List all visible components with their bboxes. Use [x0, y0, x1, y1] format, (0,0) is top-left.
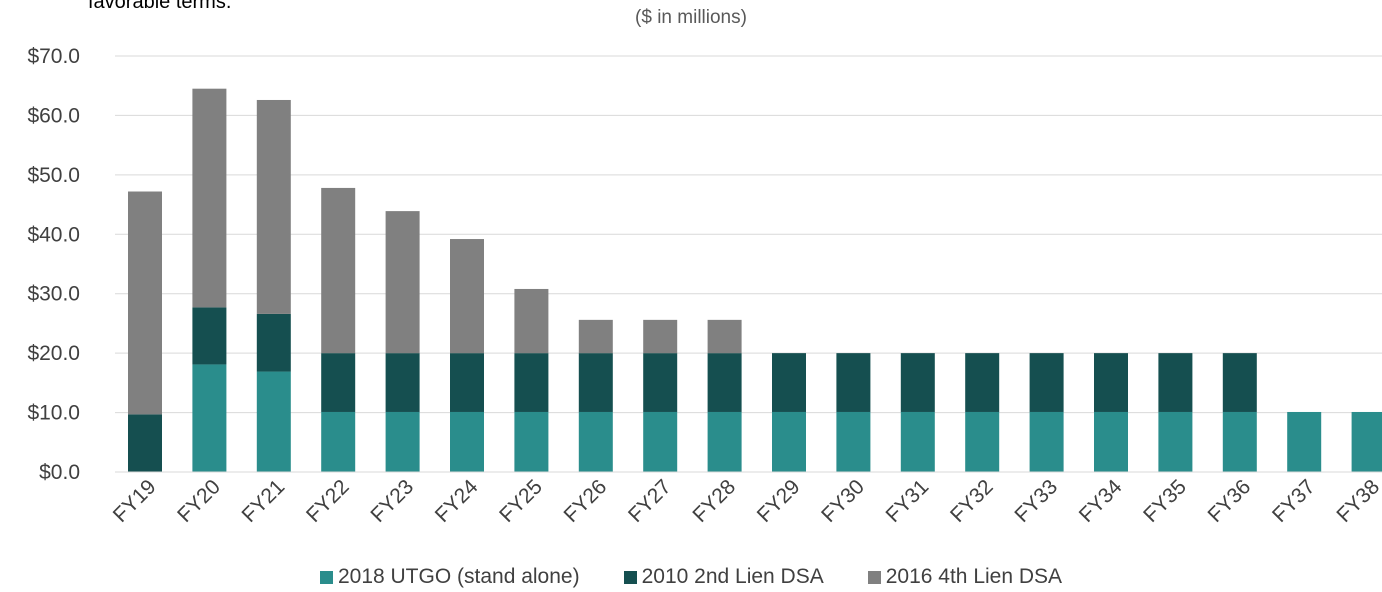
bar-segment-fy36-s1 [1222, 353, 1257, 412]
x-tick-label: FY34 [1075, 475, 1127, 527]
bar-segment-fy23-s2 [385, 211, 420, 354]
x-tick-label: FY29 [753, 475, 805, 527]
x-tick-label: FY24 [431, 475, 483, 527]
bar-segment-fy27-s2 [643, 319, 678, 354]
x-tick-label: FY35 [1139, 475, 1191, 527]
bar-segment-fy38-s0 [1351, 411, 1382, 472]
legend-swatch-4th-lien [867, 570, 881, 584]
legend-item-4th-lien: 2016 4th Lien DSA [867, 565, 1063, 589]
bar-segment-fy21-s2 [256, 99, 291, 314]
y-tick-label: $50.0 [27, 164, 80, 187]
x-tick-label: FY22 [302, 475, 354, 527]
x-tick-label: FY26 [560, 475, 612, 527]
bar-segment-fy25-s1 [514, 353, 549, 412]
bar-segment-fy28-s1 [707, 353, 742, 412]
bar-segment-fy31-s0 [900, 411, 935, 472]
bar-segment-fy20-s0 [192, 364, 227, 472]
bar-segment-fy24-s1 [450, 353, 484, 412]
legend-swatch-2nd-lien [623, 570, 637, 584]
bar-segment-fy25-s0 [514, 411, 549, 472]
y-tick-label: $0.0 [39, 461, 80, 484]
bar-segment-fy21-s0 [256, 371, 291, 472]
bar-segment-fy28-s0 [707, 411, 742, 472]
y-tick-label: $40.0 [27, 223, 80, 246]
x-tick-label: FY33 [1010, 475, 1062, 527]
note-text: favorable terms. [88, 0, 232, 13]
x-axis-ticks: FY19 FY20 FY21 FY22 FY23 FY24 FY25 FY26 FY27 FY28… [109, 475, 1382, 527]
bar-segment-fy27-s0 [643, 411, 678, 472]
bar-segment-fy29-s1 [772, 353, 806, 412]
legend-label-2nd-lien: 2010 2nd Lien DSA [641, 565, 824, 588]
y-tick-label: $30.0 [27, 283, 80, 306]
bar-segment-fy23-s1 [385, 353, 420, 412]
x-tick-label: FY38 [1332, 475, 1382, 527]
bar-segment-fy23-s0 [385, 411, 420, 472]
bar-segment-fy32-s0 [965, 411, 1000, 472]
bar-segment-fy29-s0 [772, 411, 806, 472]
bars [128, 88, 1382, 472]
y-tick-label: $10.0 [27, 402, 80, 425]
bar-segment-fy37-s0 [1287, 411, 1322, 472]
bar-segment-fy27-s1 [643, 353, 678, 412]
legend-label-utgo: 2018 UTGO (stand alone) [337, 565, 580, 588]
bar-segment-fy21-s1 [256, 313, 291, 372]
legend: 2018 UTGO (stand alone) 2010 2nd Lien DS… [0, 565, 1382, 589]
bar-segment-fy24-s0 [450, 411, 484, 472]
bar-segment-fy28-s2 [707, 319, 742, 354]
bar-segment-fy22-s2 [321, 187, 356, 354]
bar-segment-fy26-s1 [578, 353, 613, 412]
bar-segment-fy30-s0 [836, 411, 871, 472]
x-tick-label: FY37 [1268, 475, 1320, 527]
bar-segment-fy26-s2 [578, 319, 613, 354]
bar-segment-fy19-s2 [128, 191, 162, 415]
bar-segment-fy24-s2 [450, 239, 484, 354]
x-tick-label: FY25 [495, 475, 547, 527]
bar-segment-fy30-s1 [836, 353, 871, 412]
bar-segment-fy35-s1 [1158, 353, 1193, 412]
x-tick-label: FY36 [1204, 475, 1256, 527]
units-label: ($ in millions) [635, 7, 747, 28]
x-tick-label: FY19 [109, 475, 161, 527]
x-tick-label: FY31 [882, 475, 934, 527]
x-tick-label: FY20 [173, 475, 225, 527]
legend-item-utgo: 2018 UTGO (stand alone) [319, 565, 580, 589]
bar-segment-fy32-s1 [965, 353, 1000, 412]
legend-swatch-utgo [319, 570, 333, 584]
bar-segment-fy34-s0 [1094, 411, 1128, 472]
bar-segment-fy33-s0 [1029, 411, 1064, 472]
bar-segment-fy20-s2 [192, 88, 227, 308]
bar-segment-fy35-s0 [1158, 411, 1193, 472]
bar-segment-fy22-s1 [321, 353, 356, 412]
legend-label-4th-lien: 2016 4th Lien DSA [885, 565, 1063, 588]
y-tick-label: $60.0 [27, 104, 80, 127]
x-tick-label: FY23 [366, 475, 418, 527]
bar-segment-fy26-s0 [578, 411, 613, 472]
x-tick-label: FY32 [946, 475, 998, 527]
bar-segment-fy22-s0 [321, 411, 356, 472]
y-tick-label: $70.0 [27, 45, 80, 68]
bar-segment-fy20-s1 [192, 307, 227, 365]
bar-segment-fy19-s1 [128, 414, 162, 472]
y-tick-label: $20.0 [27, 342, 80, 365]
bar-segment-fy25-s2 [514, 288, 549, 354]
x-tick-label: FY27 [624, 475, 676, 527]
x-tick-label: FY30 [817, 475, 869, 527]
bar-segment-fy31-s1 [900, 353, 935, 412]
y-axis-ticks: $0.0 $10.0 $20.0 $30.0 $40.0 $50.0 $60.0 $70.0 [27, 45, 80, 484]
x-tick-label: FY21 [238, 475, 290, 527]
bar-segment-fy36-s0 [1222, 411, 1257, 472]
legend-item-2nd-lien: 2010 2nd Lien DSA [623, 565, 824, 589]
bar-segment-fy33-s1 [1029, 353, 1064, 412]
bar-segment-fy34-s1 [1094, 353, 1128, 412]
x-tick-label: FY28 [688, 475, 740, 527]
